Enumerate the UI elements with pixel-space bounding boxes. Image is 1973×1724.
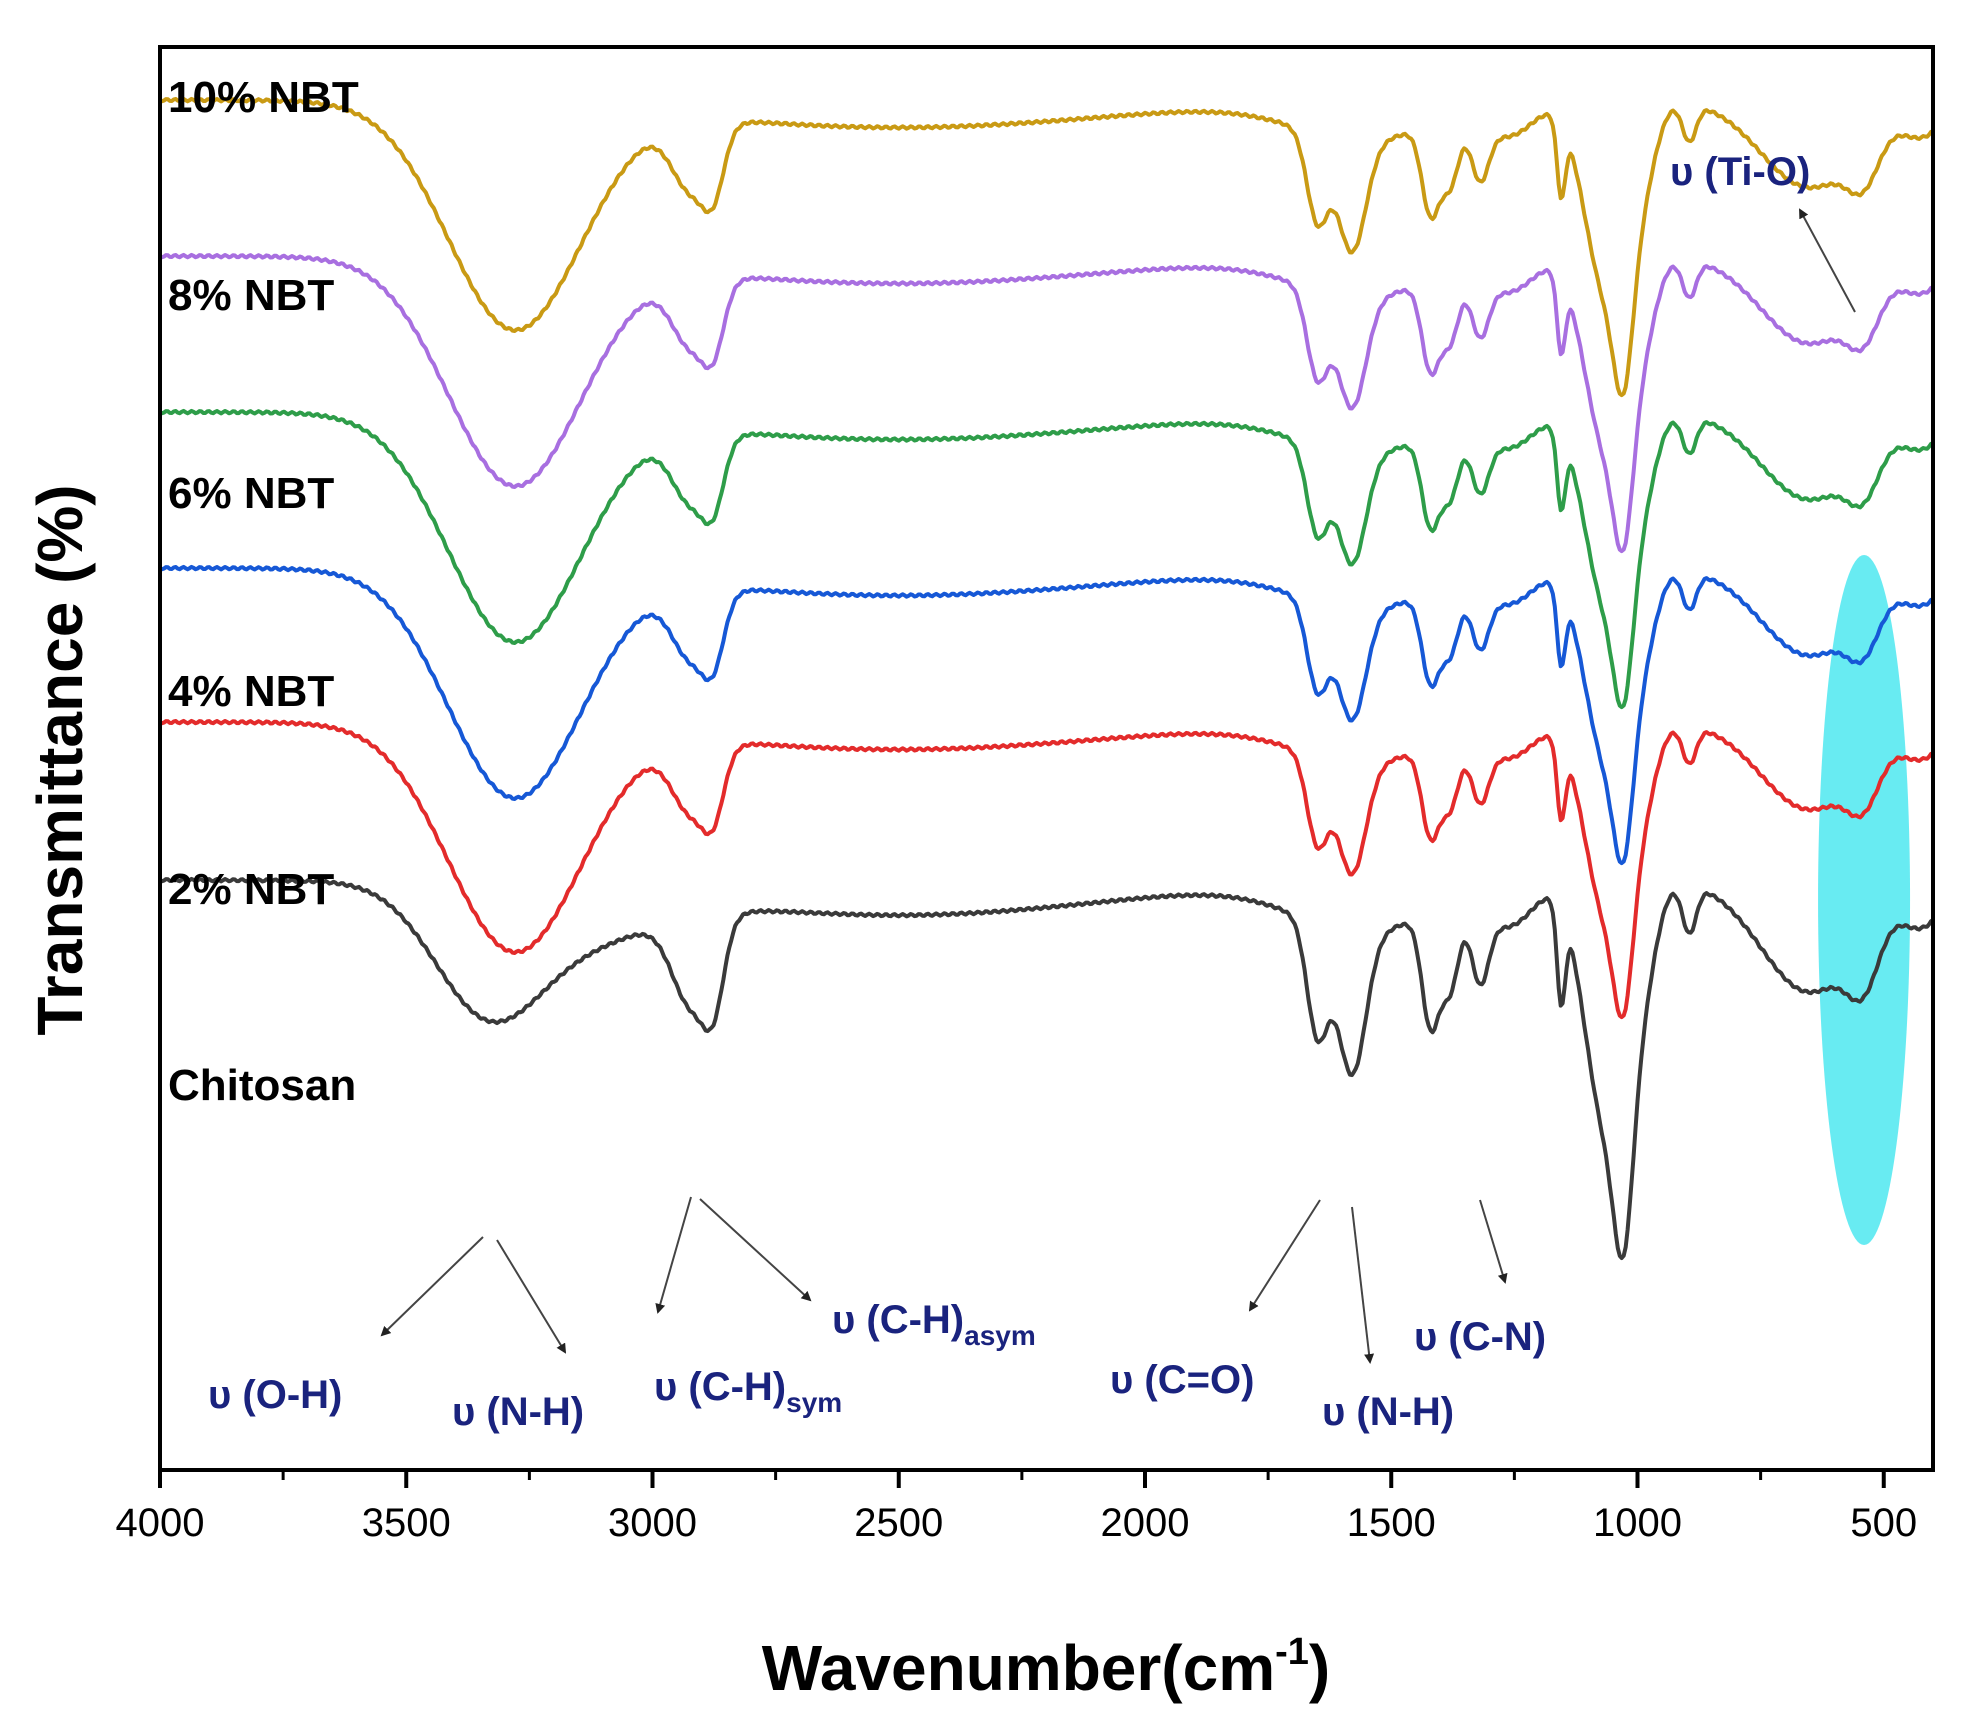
x-tick-label: 2500 [854,1501,943,1545]
ann-chasym-sub: asym [964,1320,1036,1351]
arrow-chsym [655,1196,692,1314]
x-axis-label-main: Wavenumber(cm [762,1632,1275,1704]
x-axis-label-sup: -1 [1275,1631,1309,1673]
arrow-chasym [699,1198,812,1302]
plot-frame [158,45,1935,1472]
arrow-cn [1479,1199,1508,1284]
x-tick-label: 1500 [1347,1501,1436,1545]
ann-nh1: υ (N-H) [452,1390,584,1434]
x-tick-label: 3500 [362,1501,451,1545]
ann-chasym: υ (C-H)asym [832,1298,1036,1351]
series-label-6: 6% NBT [168,469,334,518]
series-label-8: 8% NBT [168,271,334,320]
x-ticks: 4000 3500 3000 2500 2000 1500 1000 500 [116,1470,1917,1545]
x-axis-label: Wavenumber(cm-1) [762,1631,1330,1704]
x-tick-label: 2000 [1101,1501,1190,1545]
series-line-4-nbt [158,564,1934,866]
arrow-oh [380,1236,484,1337]
ann-nh2: υ (N-H) [1322,1390,1454,1434]
ann-oh: υ (O-H) [208,1373,342,1417]
ti-o-highlight-band [1818,555,1911,1245]
ann-chsym-sub: sym [786,1387,842,1418]
annotation-arrows [380,208,1856,1364]
x-axis-label-close: ) [1309,1632,1330,1704]
x-tick-label: 4000 [116,1501,205,1545]
series-line-10-nbt [158,96,1934,398]
arrow-nh2 [1351,1206,1375,1364]
arrow-nh1 [496,1239,567,1354]
ann-chsym: υ (C-H)sym [654,1365,842,1418]
series-label-4: 4% NBT [168,667,334,716]
ann-chsym-main: υ (C-H) [654,1365,786,1409]
series-line-6-nbt [158,408,1934,710]
series-lines [158,96,1935,1260]
series-label-chitosan: Chitosan [168,1061,356,1110]
series-line-chitosan [158,876,1935,1260]
y-axis-label: Transmittance (%) [24,484,96,1035]
series-label-10: 10% NBT [168,73,359,122]
series-line-8-nbt [158,252,1934,554]
series-line-2-nbt [158,718,1934,1020]
ann-co: υ (C=O) [1110,1358,1254,1402]
ann-chasym-main: υ (C-H) [832,1298,964,1342]
arrow-tio [1799,208,1856,313]
x-tick-label: 3000 [608,1501,697,1545]
ann-tio: υ (Ti-O) [1670,150,1810,194]
arrow-co [1248,1199,1321,1312]
x-tick-label: 500 [1850,1501,1917,1545]
x-tick-label: 1000 [1593,1501,1682,1545]
series-label-2: 2% NBT [168,865,334,914]
ann-cn: υ (C-N) [1414,1315,1546,1359]
